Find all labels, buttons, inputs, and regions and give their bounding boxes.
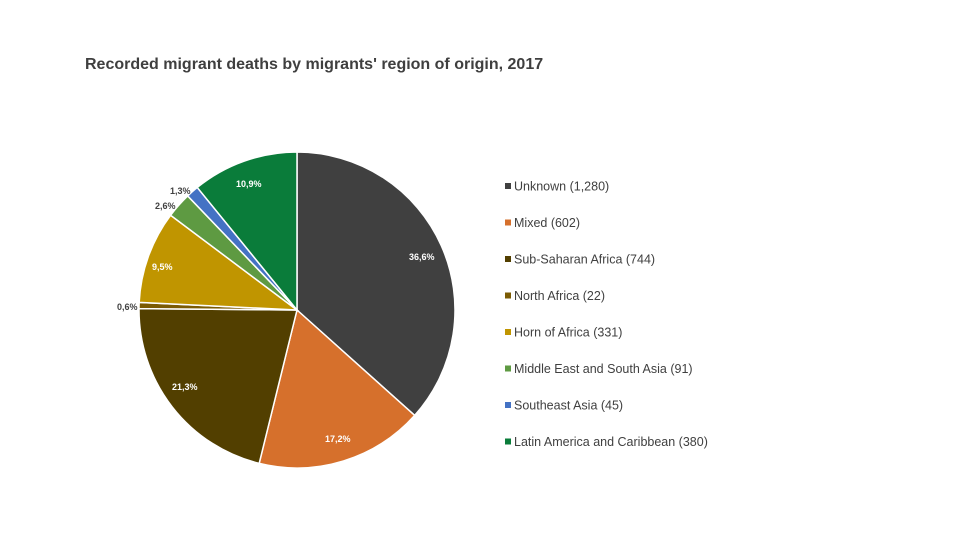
pie-slice — [138, 307, 298, 465]
legend-label: Unknown (1,280) — [514, 180, 609, 194]
slice-percent-label: 36,6% — [409, 252, 435, 262]
legend-label: Latin America and Caribbean (380) — [514, 435, 708, 449]
legend-swatch — [505, 365, 511, 372]
slice-labels: 36,6% 17,2% 21,3% 0,6% 9,5% 2,6% 1,3% 10,9% — [117, 179, 435, 444]
chart-title: Recorded migrant deaths by migrants' reg… — [85, 56, 544, 73]
legend-item: Latin America and Caribbean (380) — [505, 435, 708, 449]
legend-item: Southeast Asia (45) — [505, 399, 623, 413]
pie-slices — [138, 151, 456, 469]
slice-percent-label: 21,3% — [172, 382, 198, 392]
legend-label: Sub-Saharan Africa (744) — [514, 253, 655, 267]
legend-item: Unknown (1,280) — [505, 180, 609, 194]
slice-percent-label: 17,2% — [325, 434, 351, 444]
legend-item: North Africa (22) — [505, 289, 605, 303]
legend-label: Middle East and South Asia (91) — [514, 362, 693, 376]
pie-slice — [196, 151, 298, 313]
slice-percent-label: 0,6% — [117, 302, 138, 312]
legend-swatch — [505, 402, 511, 408]
pie-slice — [296, 151, 456, 417]
legend-item: Middle East and South Asia (91) — [505, 362, 693, 376]
legend-item: Mixed (602) — [505, 216, 580, 230]
pie-slice — [138, 214, 300, 311]
legend-swatch — [505, 183, 511, 189]
legend-label: Mixed (602) — [514, 216, 580, 230]
slice-percent-label: 9,5% — [152, 262, 173, 272]
legend-swatch — [505, 329, 511, 335]
slice-percent-label: 2,6% — [155, 201, 176, 211]
legend-label: Southeast Asia (45) — [514, 399, 623, 413]
legend-swatch — [505, 219, 511, 226]
legend-swatch — [505, 438, 511, 445]
legend-swatch — [505, 292, 511, 299]
legend-label: Horn of Africa (331) — [514, 326, 622, 340]
legend-item: Sub-Saharan Africa (744) — [505, 253, 655, 267]
pie-slice — [258, 308, 416, 469]
legend: Unknown (1,280) Mixed (602) Sub-Saharan Af… — [505, 180, 708, 449]
slice-percent-label: 1,3% — [170, 186, 191, 196]
legend-label: North Africa (22) — [514, 289, 605, 303]
slice-percent-label: 10,9% — [236, 179, 262, 189]
legend-item: Horn of Africa (331) — [505, 326, 622, 340]
legend-swatch — [505, 256, 511, 262]
